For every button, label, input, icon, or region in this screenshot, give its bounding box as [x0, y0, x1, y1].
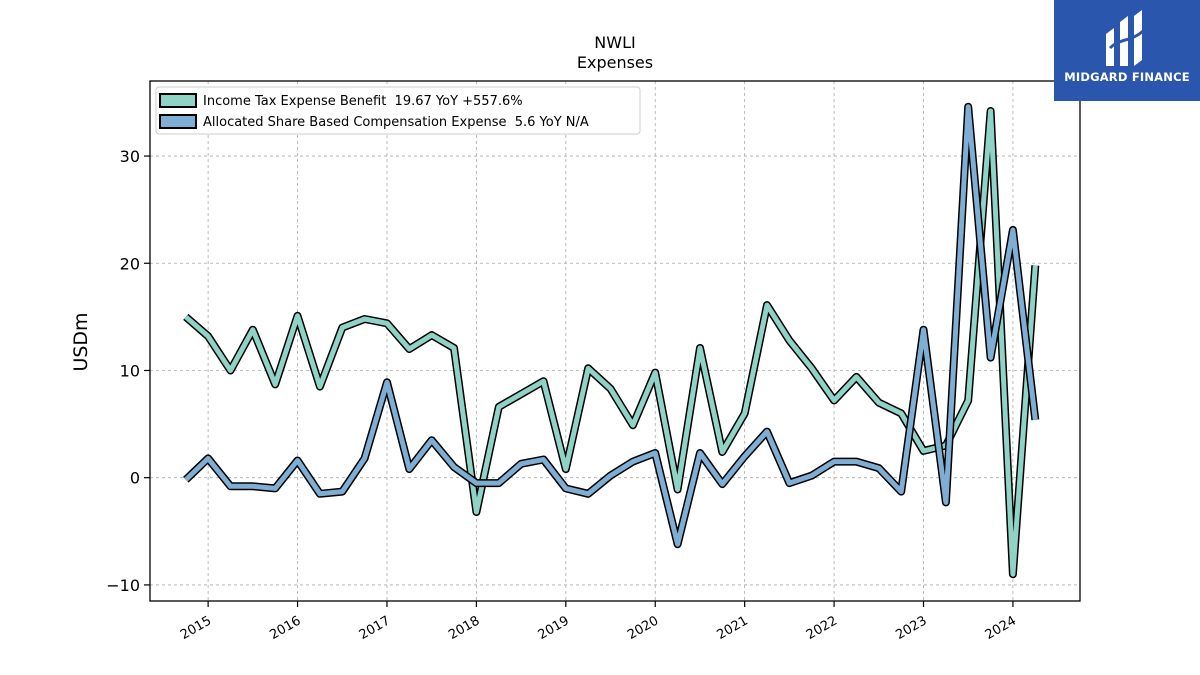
legend-box: [155, 86, 641, 135]
y-tick-label: 0: [130, 469, 140, 488]
x-tick-label: 2015: [178, 613, 214, 643]
x-tick-label: 2023: [893, 613, 929, 643]
series-0-line: [184, 108, 1038, 577]
x-tick-label: 2016: [267, 613, 303, 643]
series-0-outline: [183, 107, 1040, 579]
legend-swatch-income-tax: [159, 93, 197, 108]
grid-lines: [150, 81, 1080, 601]
logo-text: MIDGARD FINANCE: [1064, 70, 1190, 84]
y-tick-label: −10: [106, 576, 140, 595]
x-axis: 2015 2016 2017 2018 2019 2020 2021 2022 2023 2024: [178, 601, 1019, 643]
legend-label-share-comp: Allocated Share Based Compensation Expen…: [203, 115, 589, 130]
x-tick-label: 2021: [715, 613, 751, 643]
x-tick-label: 2024: [983, 613, 1019, 643]
y-axis: −10 0 10 20 30: [106, 147, 150, 595]
chart-title: NWLI: [594, 33, 635, 52]
x-tick-label: 2019: [536, 613, 572, 643]
y-tick-label: 20: [120, 254, 140, 273]
x-tick-label: 2020: [625, 613, 661, 643]
midgard-logo-icon: [1106, 10, 1146, 66]
legend: Income Tax Expense Benefit 19.67 YoY +55…: [155, 86, 641, 135]
x-tick-label: 2022: [804, 613, 840, 643]
x-tick-label: 2017: [357, 613, 393, 643]
y-axis-label: USDm: [70, 312, 92, 371]
legend-swatch-share-comp: [159, 114, 197, 129]
plot-frame: [149, 80, 1081, 602]
legend-label-income-tax: Income Tax Expense Benefit 19.67 YoY +55…: [203, 94, 523, 109]
series-lines: [183, 102, 1040, 579]
midgard-finance-logo: MIDGARD FINANCE: [1054, 0, 1200, 101]
chart-subtitle: Expenses: [577, 53, 653, 72]
y-tick-label: 10: [120, 361, 140, 380]
series-1-line: [184, 104, 1038, 547]
x-tick-label: 2018: [446, 613, 482, 643]
y-tick-label: 30: [120, 147, 140, 166]
